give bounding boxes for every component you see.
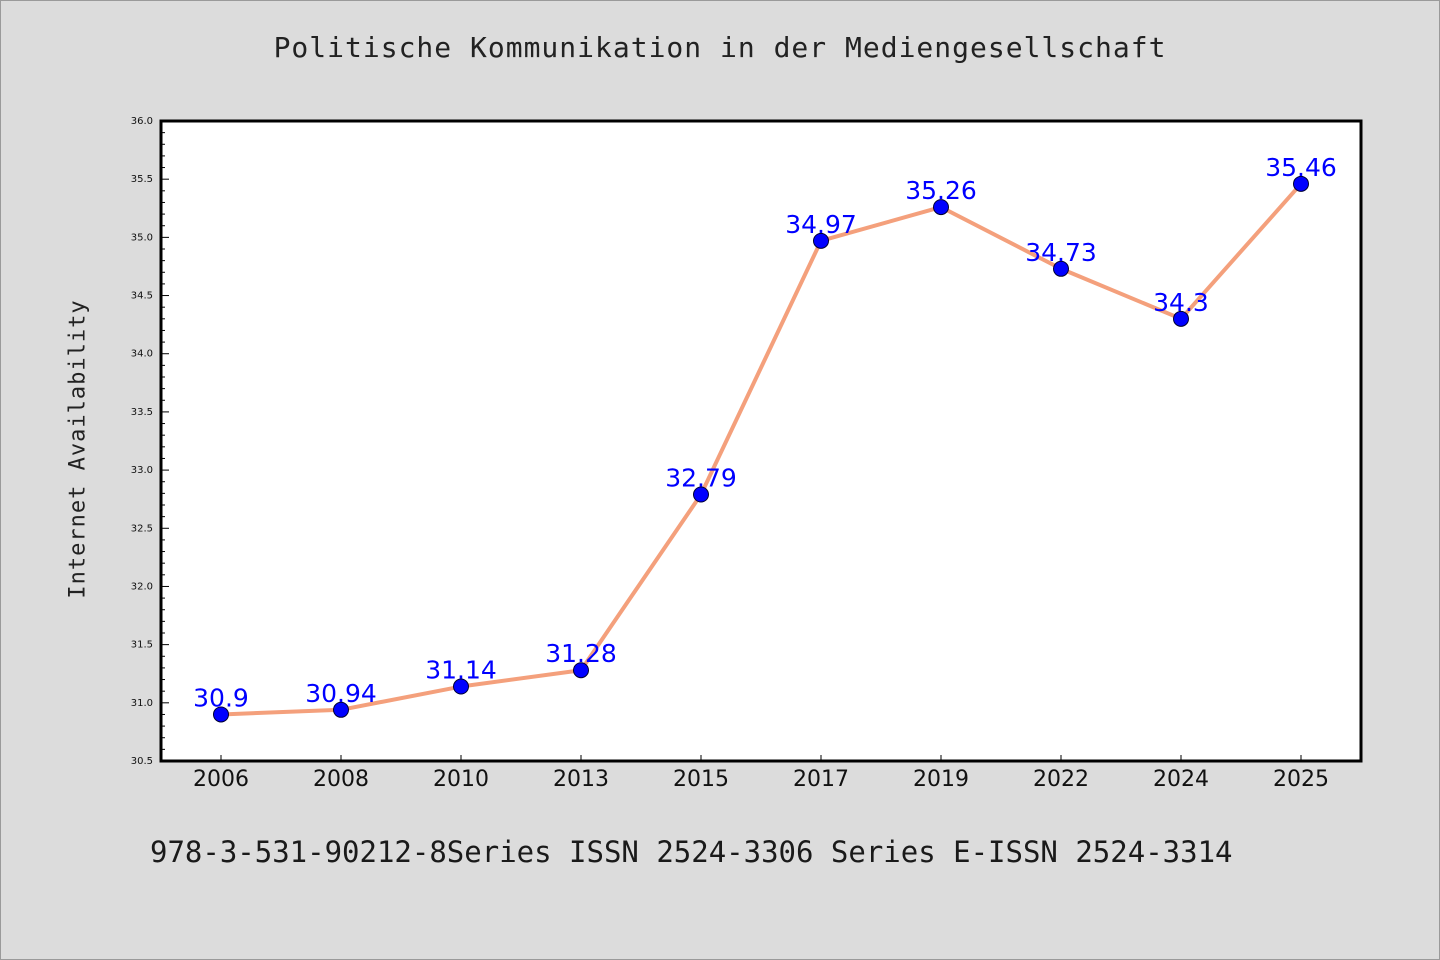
x-tick-label: 2025 bbox=[1273, 767, 1329, 792]
series-layer: 30.9 30.94 31.14 31.28 32.79 34.97 35.26 34.73 3… bbox=[193, 153, 1337, 723]
data-point-marker bbox=[693, 486, 709, 503]
data-label: 32.79 bbox=[665, 464, 737, 493]
x-tick-label: 2022 bbox=[1033, 767, 1089, 792]
y-tick-label: 35.5 bbox=[131, 174, 153, 185]
y-tick-label: 36.0 bbox=[131, 116, 153, 127]
y-tick-label: 35.0 bbox=[131, 232, 153, 243]
x-tick-label: 2008 bbox=[313, 767, 369, 792]
plot-background bbox=[161, 121, 1361, 761]
y-tick-label: 31.0 bbox=[131, 698, 153, 709]
series-line bbox=[219, 181, 1303, 717]
data-point-marker bbox=[1053, 260, 1069, 277]
y-tick-label: 32.0 bbox=[131, 581, 153, 592]
x-tick-label: 2010 bbox=[433, 767, 489, 792]
x-tick-label: 2019 bbox=[913, 767, 969, 792]
footer-isbn-issn: 978-3-531-90212-8Series ISSN 2524-3306 S… bbox=[150, 835, 1233, 869]
data-point-marker bbox=[933, 199, 949, 216]
y-tick-label: 33.5 bbox=[131, 407, 153, 418]
data-point-marker bbox=[1173, 310, 1189, 327]
y-axis-ticks: 30.5 31.0 31.5 32.0 32.5 33.0 33.5 34.0 34.5 35.0… bbox=[131, 116, 169, 767]
data-label: 31.14 bbox=[425, 656, 497, 685]
x-axis-ticks: 2006 2008 2010 2013 2015 2017 2019 2022 2024 2025 bbox=[193, 755, 1329, 792]
x-tick-label: 2024 bbox=[1153, 767, 1209, 792]
y-tick-label: 30.5 bbox=[131, 756, 153, 767]
data-point-marker bbox=[813, 232, 829, 249]
x-tick-label: 2006 bbox=[193, 767, 249, 792]
data-label: 34.73 bbox=[1025, 238, 1097, 267]
data-point-marker bbox=[573, 662, 589, 679]
x-tick-label: 2017 bbox=[793, 767, 849, 792]
y-tick-label: 34.5 bbox=[131, 291, 153, 302]
data-label: 31.28 bbox=[545, 639, 617, 668]
plot-frame bbox=[159, 119, 1363, 763]
data-label: 30.9 bbox=[193, 683, 249, 712]
chart-title: Politische Kommunikation in der Medienge… bbox=[273, 31, 1167, 64]
y-tick-label: 33.0 bbox=[131, 465, 153, 476]
x-tick-label: 2013 bbox=[553, 767, 609, 792]
data-label: 35.26 bbox=[905, 176, 977, 205]
y-tick-label: 32.5 bbox=[131, 523, 153, 534]
data-label: 34.3 bbox=[1153, 288, 1209, 317]
data-point-marker bbox=[333, 701, 349, 718]
data-point-marker bbox=[213, 706, 229, 723]
data-point-marker bbox=[453, 678, 469, 695]
x-tick-label: 2015 bbox=[673, 767, 729, 792]
data-point-marker bbox=[1293, 175, 1309, 192]
data-label: 35.46 bbox=[1265, 153, 1337, 182]
data-label: 30.94 bbox=[305, 679, 377, 708]
y-tick-label: 34.0 bbox=[131, 349, 153, 360]
data-label: 34.97 bbox=[785, 210, 857, 239]
y-tick-label: 31.5 bbox=[131, 640, 153, 651]
